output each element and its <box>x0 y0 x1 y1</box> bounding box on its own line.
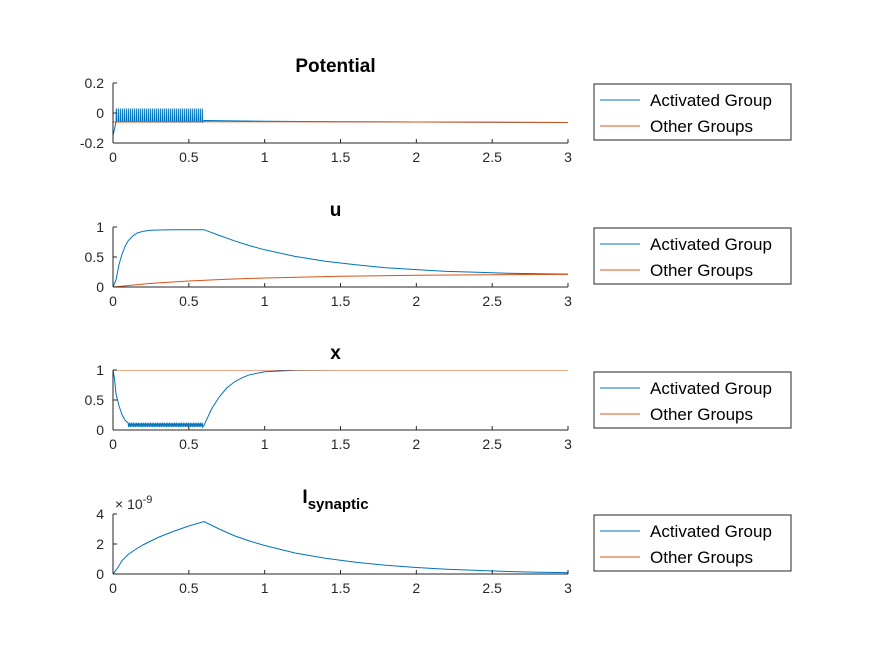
x-tick-label: 0.5 <box>179 436 199 452</box>
x-tick-label: 3 <box>564 149 572 165</box>
x-tick-label: 2.5 <box>482 293 502 309</box>
y-tick-label: 0 <box>96 566 104 582</box>
legend-label: Other Groups <box>650 405 753 424</box>
x-tick-label: 3 <box>564 436 572 452</box>
legend-label: Other Groups <box>650 548 753 567</box>
legend-box <box>593 514 792 572</box>
x-tick-label: 2 <box>412 293 420 309</box>
subplot-4: 0 0.5 1 1.5 2 2.5 3 0 2 4 × 10-9 Isynaptic Activated… <box>96 487 792 596</box>
x-tick-label: 1.5 <box>331 580 351 596</box>
y-tick-label: 0 <box>96 105 104 121</box>
plot-area <box>113 370 568 429</box>
subplot-title: x <box>330 343 341 364</box>
y-tick-label: 4 <box>96 506 104 522</box>
x-tick-label: 1 <box>261 149 269 165</box>
y-tick-label: 2 <box>96 536 104 552</box>
legend-box <box>593 227 792 285</box>
legend-label: Activated Group <box>650 522 772 541</box>
x-tick-label: 2.5 <box>482 580 502 596</box>
x-tick-label: 3 <box>564 293 572 309</box>
legend: Activated Group Other Groups <box>593 371 792 429</box>
legend-box <box>593 83 792 141</box>
x-tick-label: 0.5 <box>179 580 199 596</box>
legend: Activated Group Other Groups <box>593 514 792 572</box>
subplot-title: Potential <box>295 56 375 77</box>
y-exponent-label: × 10-9 <box>115 494 152 512</box>
subplot-1: 0 0.5 1 1.5 2 2.5 3 -0.2 0 0.2 Potential Activated … <box>80 56 792 165</box>
x-tick-label: 0.5 <box>179 293 199 309</box>
x-tick-label: 2.5 <box>482 436 502 452</box>
x-tick-label: 0 <box>109 436 117 452</box>
x-tick-label: 2 <box>412 580 420 596</box>
legend-box <box>593 371 792 429</box>
x-tick-label: 0 <box>109 580 117 596</box>
y-tick-label: 1 <box>96 219 104 235</box>
subplot-3: 0 0.5 1 1.5 2 2.5 3 0 0.5 1 x Activated Group Other … <box>85 343 792 452</box>
series-line-1 <box>113 229 568 287</box>
y-tick-label: 0 <box>96 422 104 438</box>
x-tick-label: 1 <box>261 580 269 596</box>
x-tick-label: 1.5 <box>331 293 351 309</box>
legend: Activated Group Other Groups <box>593 227 792 285</box>
x-tick-label: 1 <box>261 436 269 452</box>
x-tick-label: 0.5 <box>179 149 199 165</box>
x-tick-label: 0 <box>109 293 117 309</box>
y-tick-label: 1 <box>96 362 104 378</box>
y-tick-label: -0.2 <box>80 135 104 151</box>
x-tick-label: 1.5 <box>331 436 351 452</box>
series-line-2 <box>113 273 568 287</box>
legend-label: Activated Group <box>650 235 772 254</box>
plot-area <box>113 229 568 287</box>
series-line-2 <box>113 121 568 123</box>
legend-label: Other Groups <box>650 261 753 280</box>
legend: Activated Group Other Groups <box>593 83 792 141</box>
x-tick-label: 1.5 <box>331 149 351 165</box>
subplot-2: 0 0.5 1 1.5 2 2.5 3 0 0.5 1 u Activated Group Other … <box>85 200 792 309</box>
x-tick-label: 2 <box>412 149 420 165</box>
y-tick-label: 0.5 <box>85 392 105 408</box>
x-tick-label: 3 <box>564 580 572 596</box>
y-tick-label: 0.5 <box>85 249 105 265</box>
x-tick-label: 2.5 <box>482 149 502 165</box>
x-tick-label: 0 <box>109 149 117 165</box>
plot-area <box>113 108 568 136</box>
plot-area <box>113 520 568 574</box>
legend-label: Activated Group <box>650 91 772 110</box>
series-line-1 <box>113 370 568 429</box>
x-tick-label: 1 <box>261 293 269 309</box>
legend-label: Activated Group <box>650 379 772 398</box>
subplot-title: u <box>330 200 342 221</box>
y-tick-label: 0.2 <box>85 75 105 91</box>
y-tick-label: 0 <box>96 279 104 295</box>
legend-label: Other Groups <box>650 117 753 136</box>
x-tick-label: 2 <box>412 436 420 452</box>
series-line-1 <box>113 520 568 574</box>
subplot-title: Isynaptic <box>302 487 368 513</box>
